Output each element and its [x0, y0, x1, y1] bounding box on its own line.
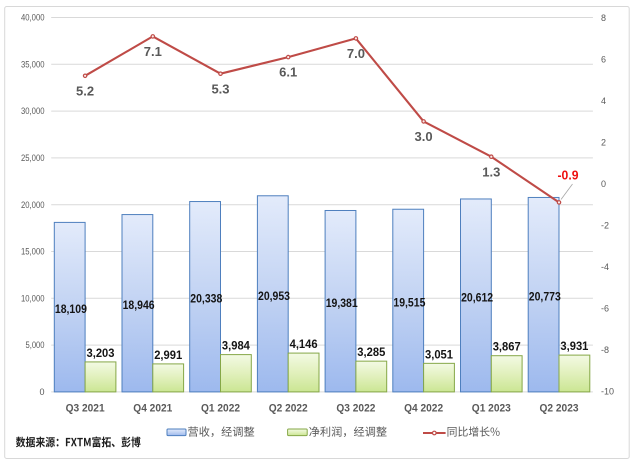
svg-text:Q4 2022: Q4 2022: [404, 403, 443, 415]
svg-text:35,000: 35,000: [21, 59, 45, 69]
svg-text:Q2 2022: Q2 2022: [269, 403, 308, 415]
svg-text:18,109: 18,109: [55, 304, 87, 316]
svg-text:40,000: 40,000: [21, 13, 45, 23]
svg-text:3,051: 3,051: [425, 349, 454, 361]
svg-text:10,000: 10,000: [21, 293, 45, 303]
svg-text:4: 4: [601, 96, 606, 106]
svg-text:2: 2: [601, 137, 606, 147]
svg-text:-10: -10: [601, 386, 614, 396]
svg-text:7.0: 7.0: [347, 46, 365, 61]
svg-text:20,612: 20,612: [461, 292, 493, 304]
svg-text:3,931: 3,931: [560, 341, 589, 353]
svg-text:19,515: 19,515: [393, 298, 426, 310]
svg-text:Q4 2021: Q4 2021: [133, 403, 172, 415]
svg-text:-4: -4: [601, 262, 609, 272]
svg-text:30,000: 30,000: [21, 106, 45, 116]
svg-text:4,146: 4,146: [290, 339, 318, 351]
svg-text:5.2: 5.2: [76, 83, 94, 98]
svg-text:19,381: 19,381: [326, 298, 359, 310]
svg-text:8: 8: [601, 13, 606, 23]
svg-text:5,000: 5,000: [26, 340, 45, 350]
svg-text:Q2 2023: Q2 2023: [540, 403, 579, 415]
svg-text:-8: -8: [601, 345, 609, 355]
svg-text:6: 6: [601, 54, 606, 64]
svg-text:0: 0: [39, 387, 44, 397]
svg-text:3.0: 3.0: [415, 129, 433, 144]
svg-text:25,000: 25,000: [21, 153, 45, 163]
svg-text:20,773: 20,773: [529, 292, 561, 304]
svg-text:-6: -6: [601, 303, 609, 313]
svg-text:-2: -2: [601, 220, 609, 230]
svg-text:3,285: 3,285: [357, 347, 386, 359]
svg-text:3,867: 3,867: [493, 342, 521, 354]
svg-text:20,953: 20,953: [258, 291, 290, 303]
svg-text:Q3 2022: Q3 2022: [336, 403, 375, 415]
svg-text:Q3 2021: Q3 2021: [66, 403, 105, 415]
svg-text:5.3: 5.3: [211, 81, 229, 96]
svg-text:1.3: 1.3: [482, 164, 500, 179]
svg-text:18,946: 18,946: [123, 300, 155, 312]
svg-text:Q1 2022: Q1 2022: [201, 403, 240, 415]
svg-text:6.1: 6.1: [279, 65, 297, 80]
svg-text:20,338: 20,338: [190, 294, 223, 306]
svg-text:3,203: 3,203: [87, 348, 115, 360]
svg-text:-0.9: -0.9: [558, 168, 579, 183]
svg-text:0: 0: [601, 179, 606, 189]
svg-text:15,000: 15,000: [21, 247, 45, 257]
svg-text:Q1 2023: Q1 2023: [472, 403, 511, 415]
svg-text:7.1: 7.1: [144, 44, 162, 59]
svg-text:20,000: 20,000: [21, 200, 45, 210]
svg-text:3,984: 3,984: [222, 341, 251, 353]
svg-text:2,991: 2,991: [154, 350, 183, 362]
